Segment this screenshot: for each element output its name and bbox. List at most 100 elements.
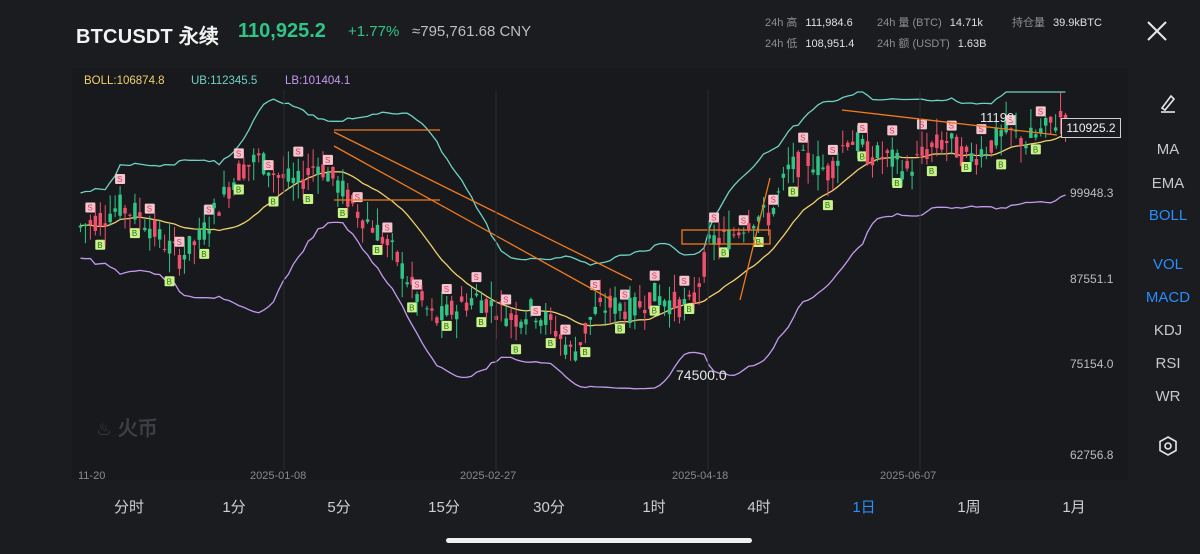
sell-marker	[204, 204, 215, 215]
candle-body	[702, 252, 706, 277]
candle-body	[697, 283, 701, 287]
legend-boll: BOLL:106874.8	[84, 75, 165, 87]
candle-body	[954, 136, 959, 158]
candle-body	[984, 153, 989, 155]
candle-body	[380, 236, 385, 244]
candle-body	[529, 299, 533, 310]
buy-marker-label: B	[97, 241, 102, 250]
indicator-boll[interactable]: BOLL	[1148, 207, 1188, 224]
sell-marker-label: S	[87, 204, 92, 213]
sell-marker	[887, 125, 898, 136]
timeframe-tab[interactable]: 1时	[642, 499, 666, 516]
draw-pen-icon[interactable]	[1157, 92, 1179, 114]
indicator-rsi[interactable]: RSI	[1155, 355, 1181, 372]
candle-body	[242, 164, 246, 179]
candle-body	[979, 149, 984, 158]
sell-marker-label: S	[681, 277, 686, 286]
candle-body	[469, 298, 474, 306]
timeframe-tab[interactable]: 1周	[957, 499, 981, 516]
candle-body	[336, 180, 340, 193]
x-tick-label: 2025-04-18	[672, 470, 729, 482]
sell-marker	[441, 283, 452, 294]
stat-key: 24h 高	[765, 17, 798, 29]
boll-upper-line	[80, 91, 1066, 266]
candle-body	[281, 173, 286, 179]
x-tick-label: 2025-01-08	[250, 470, 307, 482]
candle-body	[143, 227, 147, 231]
sell-marker-label: S	[355, 193, 360, 202]
candle-body	[192, 241, 197, 246]
candle-body	[1043, 117, 1048, 126]
indicator-macd[interactable]: MACD	[1145, 289, 1191, 306]
buy-marker	[511, 344, 522, 355]
candle-body	[935, 134, 939, 149]
candle-body	[657, 296, 662, 306]
candlestick-chart[interactable]: S B S B S B S B S S B S B S B S B S B S B S S B S B S B S B S B S B S S B S B S…	[72, 90, 1128, 482]
candle-body	[628, 297, 632, 324]
candle-body	[390, 240, 395, 242]
candle-body	[638, 301, 642, 308]
x-tick-label: 2025-06-07	[880, 470, 937, 482]
candle-body	[1014, 130, 1018, 132]
timeframe-tab[interactable]: 30分	[533, 499, 565, 516]
symbol-title[interactable]: BTCUSDT 永续	[76, 26, 220, 48]
stat-24h-turnover: 24h 额 (USDT) 1.63B	[877, 35, 987, 51]
buy-marker-label: B	[825, 201, 830, 210]
indicator-vol[interactable]: VOL	[1152, 256, 1183, 273]
drawn-trend-line	[333, 145, 613, 301]
indicator-wr[interactable]: WR	[1155, 388, 1181, 405]
candle-body	[83, 224, 88, 227]
candle-body	[360, 220, 365, 229]
sell-marker	[916, 119, 927, 130]
sell-marker	[798, 132, 809, 143]
candle-body	[727, 229, 731, 250]
candle-body	[578, 342, 583, 346]
candle-body	[791, 156, 796, 170]
buy-marker	[857, 151, 868, 162]
candle-body	[524, 319, 528, 325]
sell-marker-label: S	[1038, 107, 1043, 116]
sell-marker-label: S	[741, 216, 746, 225]
candle-body	[623, 311, 627, 320]
drawn-trend-line	[841, 109, 1058, 136]
sell-marker	[412, 279, 423, 290]
buy-marker-label: B	[201, 250, 206, 259]
timeframe-tab-active[interactable]: 1日	[852, 499, 876, 516]
candle-body	[608, 295, 612, 308]
sell-marker	[263, 160, 274, 171]
indicator-kdj[interactable]: KDJ	[1153, 322, 1183, 339]
timeframe-tab[interactable]: 1分	[222, 499, 246, 516]
indicator-ma[interactable]: MA	[1156, 141, 1180, 158]
candle-body	[692, 292, 697, 303]
candle-body	[959, 146, 964, 167]
sell-marker	[857, 122, 868, 133]
sell-marker-label: S	[236, 149, 241, 158]
candle-body	[974, 159, 979, 166]
candle-body	[1058, 110, 1063, 118]
buy-marker	[684, 304, 695, 315]
buy-marker-label: B	[929, 167, 934, 176]
buy-marker	[892, 177, 903, 188]
sell-marker	[709, 212, 720, 223]
stat-key: 24h 低	[765, 38, 798, 50]
timeframe-tab[interactable]: 15分	[428, 499, 460, 516]
candle-body	[806, 152, 810, 166]
timeframe-tab[interactable]: 5分	[327, 499, 351, 516]
buy-marker	[545, 338, 556, 349]
settings-icon[interactable]	[1157, 435, 1179, 457]
buy-marker	[268, 196, 279, 207]
indicator-ema[interactable]: EMA	[1151, 175, 1185, 192]
close-icon[interactable]	[1146, 20, 1168, 42]
timeframe-tab[interactable]: 4时	[747, 499, 771, 516]
timeframe-tab[interactable]: 1月	[1062, 499, 1086, 516]
candle-body	[251, 154, 256, 163]
candle-body	[1004, 119, 1008, 133]
candle-body	[717, 237, 721, 245]
candle-body	[707, 234, 711, 239]
timeframe-tab[interactable]: 分时	[113, 499, 144, 516]
candle-body	[776, 191, 781, 193]
candle-body	[430, 308, 434, 311]
home-indicator[interactable]	[446, 538, 752, 543]
candle-body	[925, 149, 929, 160]
candle-body	[341, 180, 345, 197]
